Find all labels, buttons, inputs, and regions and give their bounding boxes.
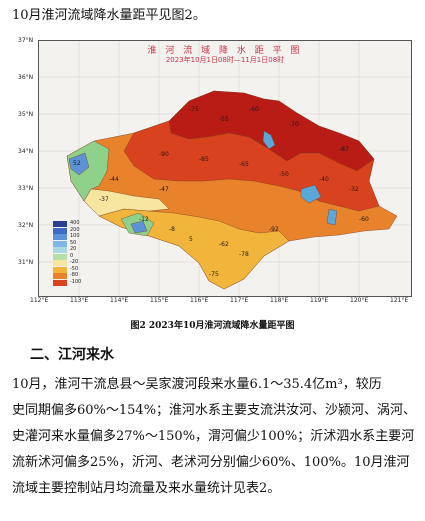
region-green — [66, 140, 155, 237]
anomaly-value: -85 — [199, 156, 209, 163]
longitude-tick-label: 116°E — [190, 297, 209, 304]
legend-entry: 400 — [53, 220, 93, 227]
legend-entry: 100 — [53, 233, 93, 240]
longitude-tick-label: 114°E — [110, 297, 129, 304]
legend-swatch — [53, 273, 67, 279]
paragraph-line-4: 流新沭河偏多25%，沂河、老沭河分别偏少60%、100%。10月淮河 — [12, 455, 410, 470]
map-subtitle: 2023年10月1日08时—11月1日08时 — [165, 56, 285, 64]
map-title: 淮 河 流 域 降 水 距 平 图 — [147, 46, 303, 56]
anomaly-value: -44 — [109, 176, 119, 183]
legend-label: 50 — [70, 239, 77, 246]
legend-entry: 50 — [53, 239, 93, 247]
anomaly-value: -60 — [359, 216, 369, 223]
intro-text: 10月淮河流域降水量距平见图2。 — [12, 8, 206, 23]
latitude-tick-label: 36°N — [18, 74, 34, 81]
legend-label: -20 — [70, 259, 79, 265]
legend-label: 200 — [70, 226, 80, 233]
region-blue — [68, 152, 148, 234]
legend-label: 0 — [70, 252, 74, 259]
anomaly-value: -75 — [189, 106, 199, 113]
anomaly-value: -87 — [339, 146, 349, 153]
anomaly-value: -75 — [209, 271, 219, 278]
lake-hongze — [300, 184, 322, 204]
legend-swatch — [53, 234, 67, 240]
legend-swatch — [53, 253, 67, 260]
latitude-tick-label: 33°N — [18, 185, 34, 192]
region-pale-yellow — [83, 188, 170, 217]
anomaly-value: -78 — [239, 251, 249, 258]
figure-caption: 图2 2023年10月淮河流域降水量距平图 — [130, 321, 295, 331]
legend-label: -100 — [70, 278, 82, 285]
legend-label: 400 — [70, 220, 80, 226]
legend-entry: -100 — [53, 278, 93, 286]
anomaly-value: -90 — [159, 151, 169, 158]
legend-swatch — [53, 221, 67, 227]
legend-label: 100 — [70, 233, 80, 239]
anomaly-value: -12 — [139, 216, 149, 223]
anomaly-value: -60 — [249, 106, 259, 113]
anomaly-value: -47 — [159, 186, 169, 193]
anomaly-value: -50 — [279, 171, 289, 178]
longitude-tick-label: 120°E — [350, 297, 369, 304]
anomaly-value: 5 — [189, 236, 193, 243]
legend-swatch — [53, 240, 67, 247]
legend-swatch — [53, 266, 67, 273]
anomaly-value: -70 — [289, 121, 299, 128]
anomaly-value: -92 — [269, 226, 279, 233]
latitude-tick-label: 37°N — [18, 37, 34, 44]
latitude-tick-label: 32°N — [18, 222, 34, 229]
legend-swatch — [53, 247, 67, 253]
anomaly-value: -32 — [349, 186, 359, 193]
anomaly-value: -62 — [219, 241, 229, 248]
longitude-tick-label: 115°E — [150, 297, 169, 304]
paragraph-line-2: 史同期偏多60%～154%；淮河水系主要支流洪汝河、沙颍河、涡河、 — [12, 403, 417, 418]
legend-label: 20 — [70, 246, 77, 252]
anomaly-value: -55 — [219, 116, 229, 123]
longitude-tick-label: 121°E — [390, 297, 409, 304]
paragraph-line-5: 流域主要控制站月均流量及来水量统计见表2。 — [12, 481, 281, 496]
lake-weishan — [262, 130, 276, 150]
anomaly-value: -40 — [319, 176, 329, 183]
anomaly-value: -37 — [99, 196, 109, 203]
legend-entry: -80 — [53, 272, 93, 279]
longitude-tick-label: 118°E — [270, 297, 289, 304]
basin-map-graphic: 52-47-75-55-60-70-87-90-85-65-50-40-32-1… — [39, 41, 411, 296]
legend-swatch — [53, 279, 67, 286]
legend-entry: 0 — [53, 252, 93, 260]
anomaly-value: -8 — [169, 226, 175, 233]
legend-entry: 20 — [53, 246, 93, 253]
longitude-tick-label: 117°E — [230, 297, 249, 304]
anomaly-value: 52 — [73, 160, 81, 167]
legend-entry: 200 — [53, 226, 93, 234]
map-panel: 52 -47 -75 -55 -60 -70 -87 -90 -85 -65 -50 -40 -32 -1… — [38, 40, 412, 297]
paragraph-line-1: 10月，淮河干流息县～吴家渡河段来水量6.1～35.4亿m³，较历 — [12, 377, 382, 392]
legend-swatch — [53, 227, 67, 234]
paragraph-line-3: 史灌河来水量偏多27%～150%，渭河偏少100%；沂沭泗水系主要河 — [12, 429, 415, 444]
longitude-tick-label: 119°E — [310, 297, 329, 304]
longitude-tick-label: 112°E — [30, 297, 49, 304]
anomaly-value: -65 — [239, 161, 249, 168]
anomaly-value-labels: 52-47-75-55-60-70-87-90-85-65-50-40-32-1… — [73, 106, 369, 278]
longitude-tick-label: 113°E — [70, 297, 89, 304]
legend-entry: -50 — [53, 265, 93, 273]
legend-entry: -20 — [53, 259, 93, 266]
legend-label: -80 — [70, 272, 79, 278]
latitude-tick-label: 35°N — [18, 111, 34, 118]
latitude-tick-label: 34°N — [18, 148, 34, 155]
precipitation-anomaly-map: 37°N 36°N 35°N 34°N 33°N 32°N 31°N — [18, 32, 414, 304]
latitude-tick-label: 31°N — [18, 259, 34, 266]
lake-gaoyou — [326, 208, 338, 226]
legend-swatch — [53, 260, 67, 266]
section-heading: 二、江河来水 — [30, 347, 114, 363]
legend-label: -50 — [70, 265, 79, 272]
